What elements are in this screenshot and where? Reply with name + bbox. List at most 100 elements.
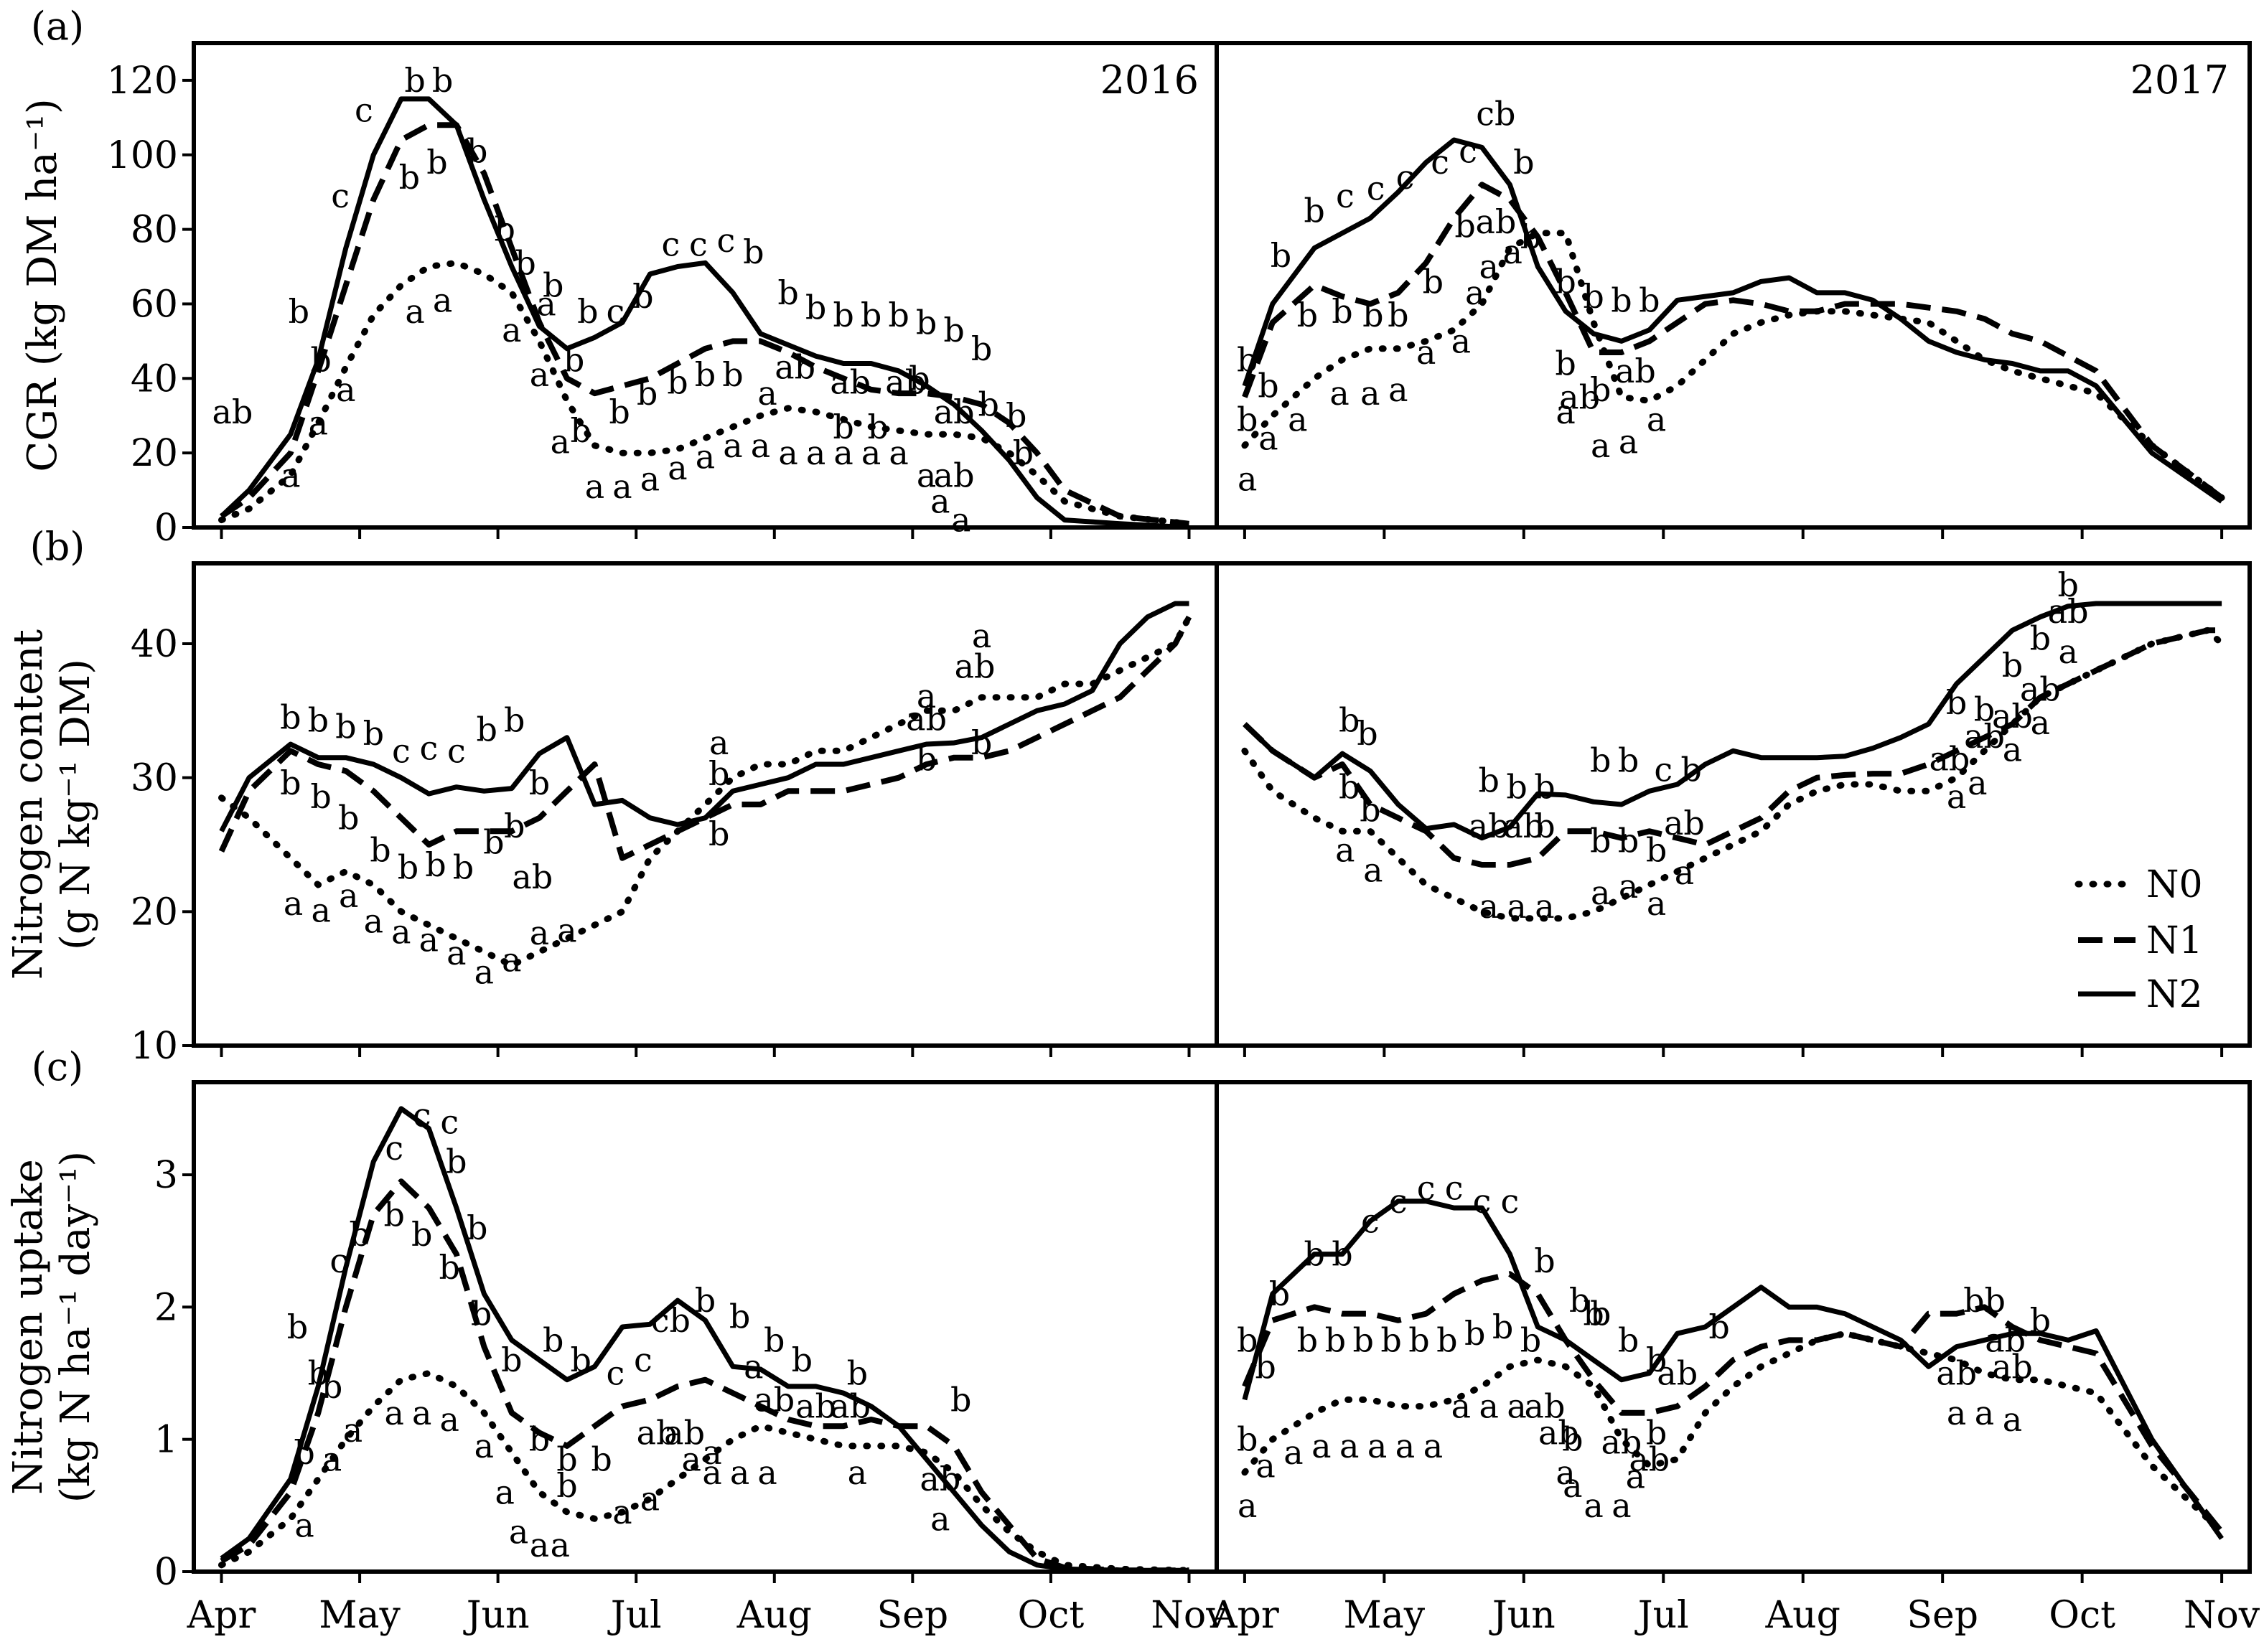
significance-letter: b: [426, 143, 447, 182]
significance-letter: a: [757, 1453, 777, 1492]
significance-letter: a: [1947, 1394, 1966, 1432]
series-line-n0: [1241, 230, 2225, 501]
significance-letter: a: [1647, 400, 1666, 438]
significance-letter: a: [1556, 1453, 1575, 1492]
series-line-n1: [1243, 627, 2222, 868]
significance-letter: a: [1479, 887, 1498, 926]
significance-letter: ab: [1929, 740, 1970, 779]
x-tick-label-aug: Aug: [736, 1594, 812, 1637]
significance-letter: b: [1618, 1320, 1639, 1359]
significance-letter: a: [530, 355, 549, 394]
significance-letter: b: [570, 411, 591, 450]
significance-letter: c: [392, 731, 411, 770]
significance-letter: c: [1654, 750, 1673, 789]
significance-letter: a: [682, 1440, 701, 1478]
significance-letter: ab: [1936, 1354, 1977, 1393]
significance-letter: b: [432, 61, 453, 100]
significance-letter: b: [1297, 296, 1318, 334]
plot-frame: [192, 41, 2252, 530]
series-line-n0: [1241, 626, 2225, 922]
significance-letter: b: [501, 1341, 522, 1379]
significance-letter: a: [322, 1440, 342, 1478]
significance-letter: b: [708, 754, 729, 793]
significance-letter: b: [729, 1297, 750, 1336]
significance-letter: ab: [1985, 1320, 2026, 1359]
significance-letter: ab: [934, 456, 975, 494]
significance-letter: c: [1336, 177, 1355, 215]
significance-letter: a: [294, 1506, 314, 1544]
significance-letter: b: [1639, 281, 1660, 319]
significance-letter: b: [1255, 1347, 1276, 1386]
significance-letter: b: [1297, 1320, 1318, 1359]
significance-letter: a: [557, 911, 576, 949]
significance-letter: b: [1304, 192, 1324, 230]
significance-letter: a: [730, 1453, 749, 1492]
significance-letter: a: [1535, 887, 1554, 926]
significance-letter: a: [1363, 850, 1383, 889]
significance-letter: ab: [512, 858, 553, 896]
significance-letter: a: [889, 433, 908, 472]
significance-letter: b: [1362, 296, 1383, 334]
significance-letter: a: [1416, 333, 1436, 372]
significance-letter: a: [668, 449, 687, 487]
x-tick-label-aug: Aug: [1765, 1594, 1840, 1637]
significance-letter: ab: [830, 363, 871, 402]
significance-letter: b: [1258, 367, 1278, 405]
significance-letter: a: [309, 404, 328, 443]
significance-letter: b: [1339, 700, 1360, 739]
y-axis-title: CGR (kg DM ha⁻¹): [19, 98, 66, 471]
significance-letter: cb: [651, 1301, 691, 1340]
series-line-n2: [1243, 601, 2222, 841]
significance-letter: c: [1396, 158, 1415, 197]
significance-letter: ab: [934, 393, 975, 431]
significance-letter: a: [495, 1473, 515, 1511]
significance-letter: b: [398, 848, 418, 887]
y-tick-label: 120: [107, 60, 178, 103]
x-tick-label-jul: Jul: [1634, 1594, 1689, 1637]
significance-letter: b: [310, 340, 331, 379]
significance-letter: a: [1556, 393, 1575, 431]
significance-letter: a: [1283, 1433, 1303, 1472]
significance-letter: a: [2031, 703, 2050, 742]
significance-letter: b: [483, 822, 504, 861]
significance-letter: ab: [1992, 1347, 2033, 1386]
significance-letter: b: [1408, 1320, 1429, 1359]
significance-letter: a: [440, 1400, 459, 1439]
significance-letter: b: [2002, 646, 2023, 685]
series-line-n0: [218, 259, 1192, 527]
significance-letter: c: [385, 1129, 403, 1168]
significance-letter: b: [439, 1248, 460, 1287]
significance-letter: ab: [2048, 592, 2089, 631]
significance-letter: ab: [1538, 1413, 1579, 1452]
y-tick-label: 10: [131, 1025, 178, 1068]
y-tick-label: 2: [154, 1286, 178, 1329]
significance-letter: a: [1339, 1427, 1359, 1465]
significance-letter: a: [702, 1433, 721, 1472]
x-tick-label-jun: Jun: [1489, 1594, 1556, 1637]
significance-letter: b: [287, 1308, 308, 1346]
significance-letter: b: [1352, 1320, 1373, 1359]
significance-letter: a: [536, 284, 556, 323]
significance-letter: a: [343, 1411, 362, 1450]
plot-frame: [192, 561, 2252, 1048]
series-line-n2: [1242, 137, 2224, 504]
significance-letter: a: [474, 1427, 494, 1465]
significance-letter: b: [1513, 143, 1534, 182]
significance-letter: a: [419, 921, 439, 959]
y-tick-label: 0: [154, 507, 178, 550]
significance-letter: b: [805, 288, 826, 327]
significance-letter: a: [551, 423, 570, 461]
significance-letter: b: [1562, 1420, 1583, 1459]
significance-letter: a: [1626, 1457, 1645, 1496]
significance-letter: b: [1423, 262, 1444, 301]
significance-letter: b: [2030, 1301, 2051, 1340]
significance-letter: c: [661, 225, 680, 263]
significance-letter: bb: [1963, 1281, 2006, 1320]
significance-letter: a: [1238, 460, 1257, 499]
significance-letter: b: [1611, 281, 1632, 319]
significance-letter: b: [1555, 344, 1576, 383]
plot-frame: [192, 1080, 2252, 1574]
significance-letter: b: [1332, 1235, 1352, 1274]
significance-letter: b: [792, 1341, 813, 1379]
